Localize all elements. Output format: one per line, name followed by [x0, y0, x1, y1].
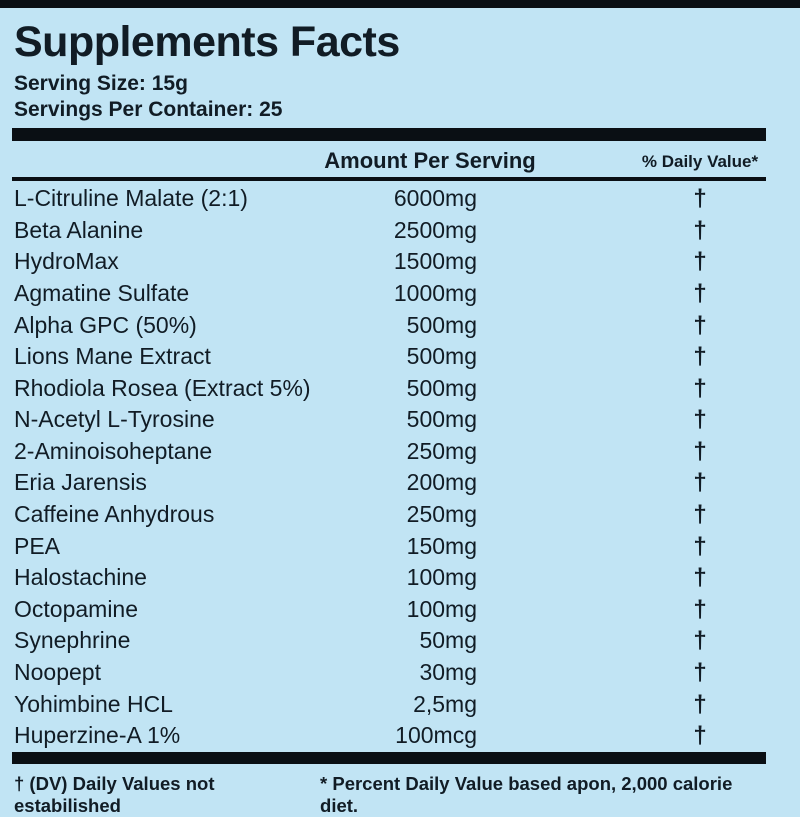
ingredient-row: Beta Alanine 2500mg †	[12, 215, 766, 247]
ingredient-amount: 30mg	[419, 659, 477, 686]
ingredient-amount: 50mg	[419, 627, 477, 654]
ingredient-name: Octopamine	[14, 595, 139, 622]
table-header-row: Amount Per Serving % Daily Value*	[12, 141, 766, 177]
ingredient-name: Agmatine Sulfate	[14, 279, 190, 306]
ingredient-name: Synephrine	[14, 627, 131, 654]
ingredient-amount: 2,5mg	[413, 690, 477, 717]
ingredient-name: Beta Alanine	[14, 216, 144, 243]
ingredient-amount: 250mg	[406, 437, 477, 464]
header-rule	[12, 177, 766, 182]
ingredient-amount: 100mg	[406, 564, 477, 591]
ingredient-name: L-Citruline Malate (2:1)	[14, 185, 248, 212]
ingredient-name: N-Acetyl L-Tyrosine	[14, 406, 215, 433]
daily-value-dagger: †	[693, 343, 707, 371]
servings-per-container-text: Servings Per Container: 25	[14, 98, 283, 122]
daily-value-dagger: †	[693, 279, 707, 307]
ingredient-name: HydroMax	[14, 248, 119, 275]
ingredient-amount: 100mg	[406, 595, 477, 622]
footnotes: † (DV) Daily Values not estabilished * P…	[12, 773, 766, 817]
ingredient-row: N-Acetyl L-Tyrosine 500mg †	[12, 404, 766, 436]
ingredient-amount: 100mcg	[395, 722, 477, 749]
daily-value-dagger: †	[693, 564, 707, 592]
footnote-daily-values: † (DV) Daily Values not estabilished	[14, 772, 215, 816]
ingredient-name: Huperzine-A 1%	[14, 722, 181, 749]
ingredient-amount: 1500mg	[393, 248, 477, 275]
daily-value-dagger: †	[693, 185, 707, 213]
ingredient-amount: 500mg	[406, 374, 477, 401]
daily-value-dagger: †	[693, 595, 707, 623]
column-header-daily-value: % Daily Value*	[641, 152, 759, 172]
daily-value-dagger: †	[693, 690, 707, 718]
ingredient-row: Octopamine 100mg †	[12, 594, 766, 626]
ingredient-row: Huperzine-A 1% 100mcg †	[12, 720, 766, 752]
ingredient-amount: 1000mg	[393, 279, 477, 306]
ingredient-row: HydroMax 1500mg †	[12, 246, 766, 278]
ingredient-rows: L-Citruline Malate (2:1) 6000mg † Beta A…	[12, 183, 766, 752]
page-title: Supplements Facts	[14, 18, 400, 66]
ingredient-amount: 150mg	[406, 532, 477, 559]
ingredient-row: Lions Mane Extract 500mg †	[12, 341, 766, 373]
daily-value-dagger: †	[693, 437, 707, 465]
daily-value-dagger: †	[693, 627, 707, 655]
divider-thick-top	[12, 128, 766, 142]
ingredient-row: Halostachine 100mg †	[12, 562, 766, 594]
ingredient-amount: 250mg	[406, 501, 477, 528]
daily-value-dagger: †	[693, 469, 707, 497]
ingredient-row: Synephrine 50mg †	[12, 625, 766, 657]
daily-value-dagger: †	[693, 532, 707, 560]
daily-value-dagger: †	[693, 722, 707, 750]
daily-value-dagger: †	[693, 659, 707, 687]
label-content: Supplements Facts Serving Size: 15g Serv…	[0, 18, 800, 817]
daily-value-dagger: †	[693, 311, 707, 339]
ingredient-row: Eria Jarensis 200mg †	[12, 467, 766, 499]
ingredient-name: Alpha GPC (50%)	[14, 311, 197, 338]
daily-value-dagger: †	[693, 406, 707, 434]
ingredient-row: 2-Aminoisoheptane 250mg †	[12, 436, 766, 468]
ingredient-name: 2-Aminoisoheptane	[14, 437, 213, 464]
ingredient-row: Noopept 30mg †	[12, 657, 766, 689]
ingredient-row: L-Citruline Malate (2:1) 6000mg †	[12, 183, 766, 215]
serving-size-text: Serving Size: 15g	[14, 72, 188, 96]
ingredient-name: Rhodiola Rosea (Extract 5%)	[14, 374, 311, 401]
ingredient-row: Yohimbine HCL 2,5mg †	[12, 689, 766, 721]
ingredient-name: Yohimbine HCL	[14, 690, 173, 717]
daily-value-dagger: †	[693, 248, 707, 276]
ingredient-amount: 500mg	[406, 343, 477, 370]
ingredient-amount: 500mg	[406, 311, 477, 338]
ingredient-row: Caffeine Anhydrous 250mg †	[12, 499, 766, 531]
ingredient-name: Noopept	[14, 659, 101, 686]
top-border-bar	[0, 0, 800, 8]
ingredient-amount: 2500mg	[393, 216, 477, 243]
column-header-amount: Amount Per Serving	[324, 148, 536, 174]
ingredient-row: Agmatine Sulfate 1000mg †	[12, 278, 766, 310]
ingredient-name: Eria Jarensis	[14, 469, 147, 496]
ingredient-amount: 200mg	[406, 469, 477, 496]
daily-value-dagger: †	[693, 374, 707, 402]
ingredient-row: PEA 150mg †	[12, 531, 766, 563]
ingredient-amount: 6000mg	[393, 185, 477, 212]
ingredient-row: Alpha GPC (50%) 500mg †	[12, 310, 766, 342]
daily-value-dagger: †	[693, 501, 707, 529]
ingredient-amount: 500mg	[406, 406, 477, 433]
divider-thick-bottom	[12, 751, 766, 764]
ingredient-name: PEA	[14, 532, 61, 559]
ingredient-name: Caffeine Anhydrous	[14, 501, 215, 528]
ingredient-name: Halostachine	[14, 564, 147, 591]
daily-value-dagger: †	[693, 216, 707, 244]
ingredient-row: Rhodiola Rosea (Extract 5%) 500mg †	[12, 373, 766, 405]
footnote-percent-daily-value: * Percent Daily Value based apon, 2,000 …	[320, 772, 733, 816]
ingredient-name: Lions Mane Extract	[14, 343, 211, 370]
